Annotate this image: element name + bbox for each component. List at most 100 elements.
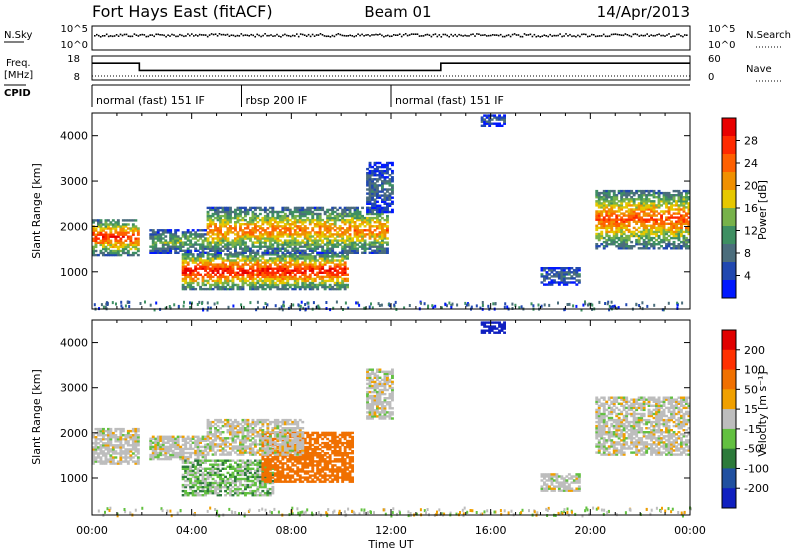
heatmap-cell bbox=[642, 206, 646, 209]
heatmap-cell bbox=[605, 206, 609, 209]
heatmap-cell bbox=[94, 438, 98, 441]
heatmap-cell bbox=[566, 303, 569, 306]
heatmap-cell bbox=[156, 247, 160, 250]
heatmap-cell bbox=[672, 226, 676, 230]
heatmap-cell bbox=[303, 235, 307, 238]
heatmap-cell bbox=[179, 449, 183, 453]
heatmap-cell bbox=[293, 251, 297, 254]
heatmap-cell bbox=[191, 494, 195, 497]
heatmap-cell bbox=[273, 225, 277, 228]
noise-point bbox=[533, 33, 536, 36]
heatmap-cell bbox=[336, 275, 340, 279]
heatmap-cell bbox=[391, 186, 394, 189]
heatmap-cell bbox=[394, 300, 397, 304]
heatmap-cell bbox=[169, 247, 173, 250]
heatmap-cell bbox=[605, 194, 609, 197]
heatmap-cell bbox=[687, 224, 691, 227]
heatmap-cell bbox=[129, 448, 133, 451]
heatmap-cell bbox=[201, 267, 205, 270]
noise-point bbox=[549, 33, 551, 36]
heatmap-cell bbox=[199, 449, 202, 453]
heatmap-cell bbox=[256, 221, 260, 224]
heatmap-cell bbox=[102, 245, 105, 249]
heatmap-cell bbox=[483, 124, 487, 127]
heatmap-cell bbox=[647, 240, 651, 244]
heatmap-cell bbox=[632, 208, 636, 211]
heatmap-cell bbox=[328, 283, 332, 287]
heatmap-cell bbox=[283, 212, 287, 216]
heatmap-cell bbox=[281, 275, 285, 279]
heatmap-cell bbox=[258, 271, 262, 274]
heatmap-cell bbox=[271, 212, 275, 216]
heatmap-cell bbox=[383, 194, 387, 197]
heatmap-cell bbox=[313, 241, 317, 244]
heatmap-cell bbox=[171, 435, 175, 438]
heatmap-cell bbox=[341, 251, 345, 254]
heatmap-cell bbox=[490, 122, 494, 125]
heatmap-cell bbox=[281, 257, 285, 260]
heatmap-cell bbox=[234, 261, 237, 264]
heatmap-cell bbox=[219, 473, 222, 477]
heatmap-cell bbox=[268, 233, 272, 236]
heatmap-cell bbox=[214, 473, 217, 477]
heatmap-cell bbox=[640, 232, 644, 236]
heatmap-cell bbox=[293, 283, 297, 287]
heatmap-cell bbox=[151, 233, 155, 236]
heatmap-cell bbox=[383, 233, 387, 236]
heatmap-cell bbox=[229, 251, 232, 254]
heatmap-cell bbox=[261, 235, 265, 238]
heatmap-cell bbox=[116, 241, 120, 244]
heatmap-cell bbox=[293, 287, 297, 291]
heatmap-cell bbox=[116, 427, 120, 431]
heatmap-cell bbox=[363, 218, 367, 222]
heatmap-cell bbox=[682, 240, 686, 244]
heatmap-cell bbox=[239, 247, 242, 250]
heatmap-cell bbox=[131, 429, 135, 433]
heatmap-cell bbox=[99, 429, 103, 433]
heatmap-cell bbox=[483, 118, 487, 121]
heatmap-cell bbox=[625, 224, 629, 227]
heatmap-cell bbox=[368, 208, 372, 212]
heatmap-cell bbox=[373, 239, 377, 242]
heatmap-cell bbox=[680, 245, 683, 248]
heatmap-cell bbox=[600, 224, 604, 227]
noise-point bbox=[226, 33, 229, 36]
heatmap-cell bbox=[353, 247, 357, 250]
heatmap-cell bbox=[231, 245, 235, 248]
noise-point bbox=[537, 35, 540, 37]
heatmap-cell bbox=[622, 245, 626, 248]
heatmap-cell bbox=[670, 232, 673, 236]
heatmap-cell bbox=[627, 218, 631, 221]
heatmap-cell bbox=[214, 216, 217, 220]
heatmap-cell bbox=[201, 261, 205, 264]
heatmap-cell bbox=[326, 237, 330, 240]
heatmap-cell bbox=[216, 208, 220, 212]
heatmap-cell bbox=[254, 218, 257, 222]
heatmap-cell bbox=[288, 239, 292, 242]
heatmap-cell bbox=[276, 279, 280, 283]
noise-point bbox=[317, 34, 320, 36]
heatmap-cell bbox=[600, 232, 604, 236]
heatmap-cell bbox=[376, 194, 379, 197]
heatmap-cell bbox=[620, 196, 624, 199]
heatmap-cell bbox=[201, 287, 205, 291]
heatmap-cell bbox=[224, 233, 227, 236]
heatmap-cell bbox=[562, 269, 566, 272]
heatmap-cell bbox=[582, 303, 585, 307]
nave-right-tick-bottom: 0 bbox=[708, 72, 714, 83]
heatmap-cell bbox=[94, 219, 98, 222]
heatmap-cell bbox=[291, 212, 295, 216]
heatmap-cell bbox=[323, 255, 327, 258]
heatmap-cell bbox=[373, 235, 377, 238]
heatmap-cell bbox=[174, 437, 178, 440]
heatmap-cell bbox=[99, 450, 103, 453]
heatmap-cell bbox=[256, 267, 260, 270]
heatmap-cell bbox=[124, 239, 128, 242]
heatmap-cell bbox=[271, 275, 275, 279]
heatmap-cell bbox=[605, 220, 609, 223]
heatmap-cell bbox=[378, 176, 382, 179]
heatmap-cell bbox=[231, 241, 235, 244]
heatmap-cell bbox=[216, 269, 220, 272]
heatmap-cell bbox=[94, 229, 98, 232]
noise-point bbox=[222, 33, 225, 36]
